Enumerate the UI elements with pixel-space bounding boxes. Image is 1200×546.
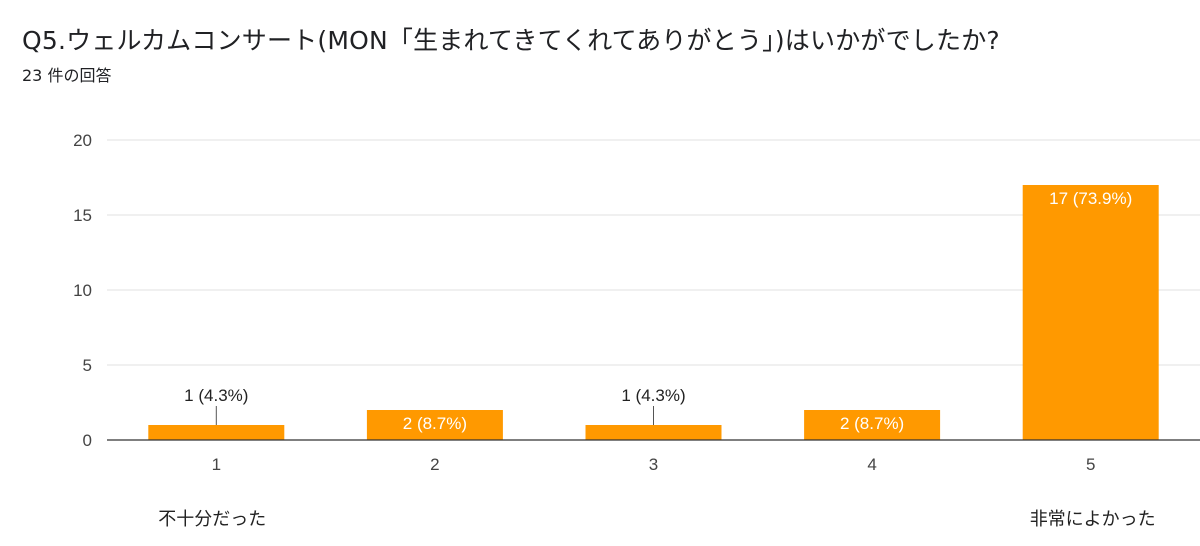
x-tick-label: 1 <box>212 455 221 474</box>
grid-lines <box>107 139 1200 366</box>
bar-5 <box>1022 185 1159 440</box>
x-tick-label: 3 <box>649 455 658 474</box>
data-label: 2 (8.7%) <box>840 414 904 433</box>
y-tick-label: 0 <box>83 431 92 450</box>
scale-high-label: 非常によかった <box>1030 509 1156 530</box>
scale-low-label: 不十分だった <box>158 509 266 530</box>
data-labels: 1 (4.3%) 2 (8.7%) 1 (4.3%) 2 (8.7%) 17 (73.9… <box>184 189 1132 433</box>
x-axis-ticks: 1 2 3 4 5 <box>212 455 1096 474</box>
y-tick-label: 15 <box>73 206 92 225</box>
response-count: 23 件の回答 <box>22 66 112 85</box>
x-tick-label: 2 <box>430 455 439 474</box>
scale-anchor-labels: 不十分だった 非常によかった <box>158 509 1155 530</box>
bars <box>148 185 1159 440</box>
y-axis-ticks: 0 5 10 15 20 <box>73 131 92 450</box>
bar-4 <box>804 410 941 440</box>
y-tick-label: 10 <box>73 281 92 300</box>
data-label: 1 (4.3%) <box>184 386 248 405</box>
bar-1 <box>148 425 285 440</box>
data-label: 17 (73.9%) <box>1049 189 1132 208</box>
data-label: 2 (8.7%) <box>403 414 467 433</box>
x-tick-label: 4 <box>867 455 876 474</box>
x-tick-label: 5 <box>1086 455 1095 474</box>
y-tick-label: 20 <box>73 131 92 150</box>
bar-3 <box>585 425 722 440</box>
y-tick-label: 5 <box>83 356 92 375</box>
question-title: Q5.ウェルカムコンサート(MON「生まれてきてくれてありがとう」)はいかがでし… <box>22 26 1000 55</box>
data-label: 1 (4.3%) <box>621 386 685 405</box>
bar-2 <box>366 410 503 440</box>
